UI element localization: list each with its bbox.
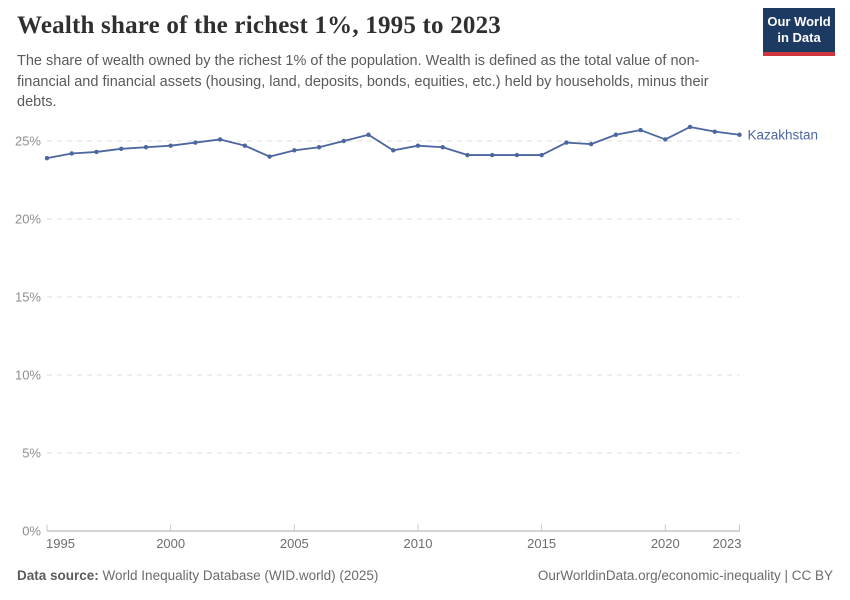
data-point[interactable] (737, 132, 742, 137)
data-point[interactable] (489, 152, 495, 158)
data-point[interactable] (69, 151, 74, 156)
y-tick-label: 20% (15, 212, 41, 227)
data-point[interactable] (514, 152, 520, 158)
x-tick-label: 2023 (713, 536, 742, 551)
data-point[interactable] (465, 152, 470, 158)
data-point[interactable] (415, 143, 421, 148)
y-tick-label: 25% (15, 134, 41, 149)
data-point[interactable] (391, 148, 396, 153)
data-point[interactable] (663, 137, 668, 142)
data-point[interactable] (366, 132, 371, 137)
x-tick-label: 1995 (46, 536, 75, 551)
logo-line1: Our World (767, 14, 831, 29)
data-point[interactable] (44, 155, 50, 161)
data-line[interactable] (46, 126, 741, 160)
chart-subtitle: The share of wealth owned by the richest… (17, 53, 709, 111)
entity-label[interactable]: Kazakhstan (748, 127, 819, 142)
data-point[interactable] (316, 145, 322, 150)
x-tick-label: 2020 (651, 536, 680, 551)
data-point[interactable] (143, 145, 149, 150)
data-point[interactable] (193, 140, 198, 145)
data-point[interactable] (292, 148, 297, 153)
chart-title: Wealth share of the richest 1%, 1995 to … (17, 12, 501, 39)
data-point[interactable] (613, 132, 619, 137)
x-tick-label: 2000 (156, 536, 185, 551)
y-tick-label: 15% (15, 290, 41, 305)
data-point[interactable] (564, 140, 569, 145)
data-source-label: Data source: (17, 568, 99, 583)
data-point[interactable] (712, 129, 717, 134)
data-source-value: World Inequality Database (WID.world) (2… (102, 568, 379, 583)
data-point[interactable] (267, 154, 272, 159)
data-point[interactable] (638, 127, 643, 133)
data-point[interactable] (118, 146, 124, 151)
x-tick-label: 2010 (404, 536, 433, 551)
x-tick-label: 2005 (280, 536, 309, 551)
data-point[interactable] (217, 137, 223, 142)
footer-attribution: OurWorldinData.org/economic-inequality |… (537, 568, 833, 583)
data-point[interactable] (687, 124, 693, 130)
data-source: Data source: World Inequality Database (… (17, 568, 378, 583)
y-tick-label: 5% (22, 446, 41, 461)
chart-footer: Data source: World Inequality Database (… (17, 568, 833, 583)
data-point[interactable] (539, 152, 544, 158)
y-tick-label: 10% (15, 368, 41, 383)
data-point[interactable] (242, 143, 248, 148)
logo-line2: in Data (777, 30, 821, 46)
owid-logo: Our World in Data (763, 8, 835, 56)
y-tick-label: 0% (22, 524, 41, 539)
x-tick-label: 2015 (527, 536, 556, 551)
data-point[interactable] (588, 141, 594, 147)
data-point[interactable] (341, 138, 346, 144)
data-point[interactable] (94, 149, 99, 155)
data-point[interactable] (168, 143, 173, 148)
data-point[interactable] (440, 145, 445, 150)
